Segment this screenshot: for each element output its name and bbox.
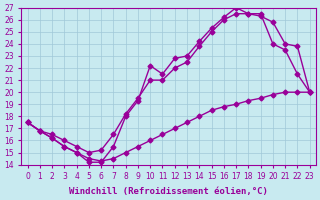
X-axis label: Windchill (Refroidissement éolien,°C): Windchill (Refroidissement éolien,°C) (69, 187, 268, 196)
